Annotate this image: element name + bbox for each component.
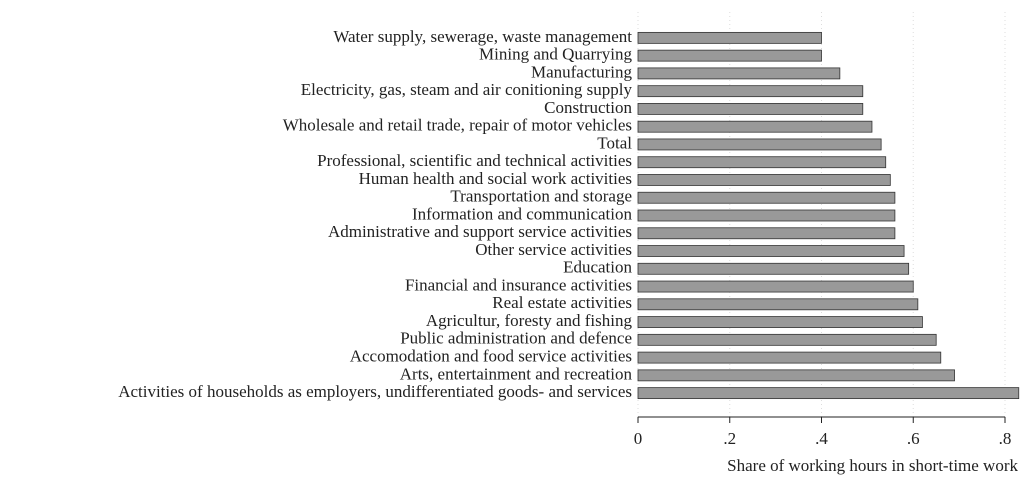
y-tick-label: Accomodation and food service activities (350, 347, 632, 366)
bar (637, 333, 937, 346)
x-tick-label: .6 (907, 429, 920, 448)
bar (637, 31, 822, 44)
bar (637, 262, 910, 275)
y-tick-label: Water supply, sewerage, waste management (333, 27, 632, 46)
x-tick-label: 0 (634, 429, 643, 448)
bar (637, 103, 864, 115)
bar (637, 280, 914, 293)
y-tick-label: Agricultur, foresty and fishing (426, 311, 633, 330)
y-tick-label: Electricity, gas, steam and air conition… (301, 80, 633, 99)
y-tick-label: Administrative and support service activ… (328, 222, 632, 241)
bar (637, 351, 942, 364)
y-tick-label: Public administration and defence (400, 329, 632, 348)
y-tick-label: Construction (544, 98, 632, 117)
x-tick-label: .8 (999, 429, 1012, 448)
bar (637, 298, 919, 311)
y-tick-label: Real estate activities (492, 293, 632, 312)
y-tick-label: Activities of households as employers, u… (118, 382, 632, 401)
bar (637, 245, 905, 257)
bar (637, 49, 822, 62)
bar (637, 138, 882, 151)
bar (637, 67, 841, 80)
bar (637, 316, 923, 328)
x-tick-label: .2 (723, 429, 736, 448)
y-tick-label: Financial and insurance activities (405, 275, 632, 294)
y-tick-label: Human health and social work activities (359, 169, 632, 188)
y-tick-label: Arts, entertainment and recreation (400, 364, 633, 383)
bar (637, 174, 891, 186)
y-tick-label: Mining and Quarrying (479, 45, 632, 64)
bar (637, 191, 896, 204)
bar (637, 227, 896, 240)
bar (637, 85, 864, 98)
bar (637, 156, 887, 169)
y-tick-label: Other service activities (475, 240, 632, 259)
bar (637, 120, 873, 133)
bar (637, 387, 1020, 400)
y-tick-label: Professional, scientific and technical a… (317, 151, 632, 170)
y-tick-label: Wholesale and retail trade, repair of mo… (283, 116, 632, 135)
y-tick-label: Education (563, 258, 632, 277)
y-tick-label: Total (597, 133, 632, 152)
y-tick-label: Information and communication (412, 204, 632, 223)
bar (637, 369, 955, 382)
x-axis-label: Share of working hours in short-time wor… (727, 456, 1018, 475)
bar (637, 209, 896, 222)
y-tick-label: Manufacturing (531, 62, 633, 81)
y-tick-label: Transportation and storage (450, 187, 632, 206)
x-tick-label: .4 (815, 429, 828, 448)
